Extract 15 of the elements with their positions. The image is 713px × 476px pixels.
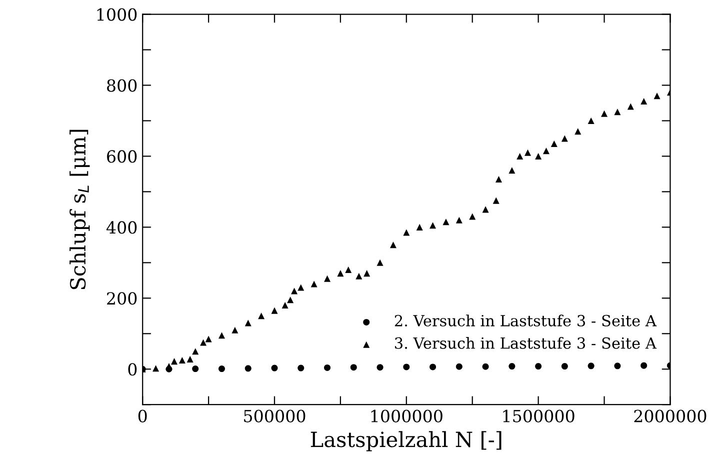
y-tick-label: 200	[107, 292, 137, 305]
x-tick-label: 2000000	[634, 410, 706, 422]
y-tick-label: 400	[106, 221, 137, 234]
y-tick-label: 600	[107, 150, 137, 163]
x-axis-title: Lastspielzahl N [-]	[310, 431, 502, 452]
y-tick-label: 1000	[97, 8, 137, 21]
x-tick-label: 1500000	[503, 410, 574, 422]
legend-label: 3. Versuch in Laststufe 3 - Seite A	[395, 337, 657, 349]
y-tick-label: 800	[107, 79, 137, 92]
y-tick-label: 0	[128, 363, 137, 376]
x-tick-label: 0	[138, 410, 147, 422]
x-tick-label: 500000	[244, 410, 306, 422]
x-tick-label: 1000000	[371, 410, 442, 422]
legend-label: 2. Versuch in Laststufe 3 - Seite A	[394, 314, 657, 326]
y-axis-title: Schlupf s$_{L}$ [μm]	[70, 130, 90, 290]
